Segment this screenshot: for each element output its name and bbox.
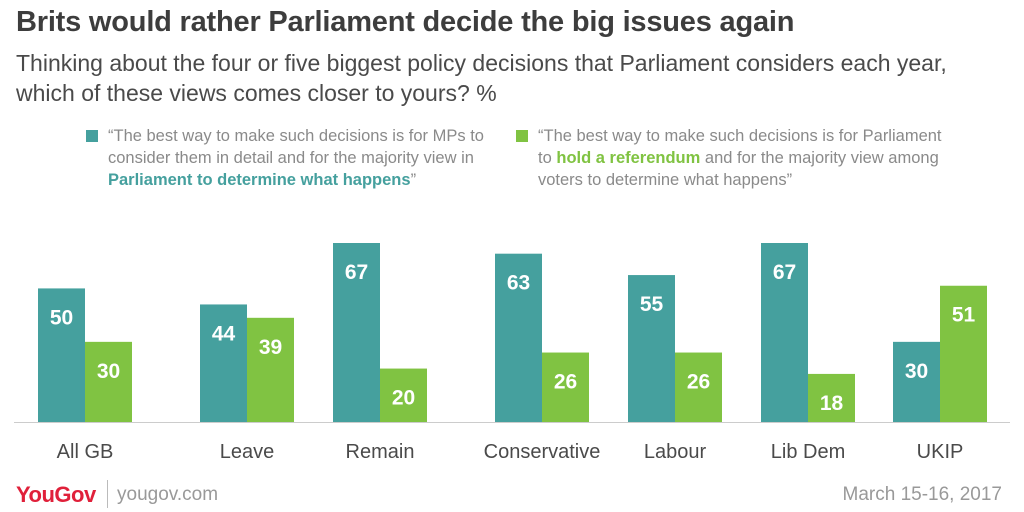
bar-remain-series-1 (333, 243, 380, 422)
category-label-all-gb: All GB (57, 441, 114, 463)
legend-swatch-referendum (516, 130, 528, 142)
category-labels-group: All GB Leave Remain Conservative Labour Lib D… (57, 441, 964, 463)
footer-site: yougov.com (117, 484, 219, 505)
data-label-all-gb-series-1: 50 (50, 306, 73, 329)
legend-text-parliament-after: ” (410, 171, 417, 189)
footer-separator (107, 480, 108, 508)
data-label-conservative-series-2: 26 (554, 371, 577, 394)
data-label-lib-dem-series-2: 18 (820, 392, 844, 415)
bar-ukip-series-2 (940, 285, 987, 422)
data-label-lib-dem-series-1: 67 (773, 261, 796, 284)
legend-highlight-referendum: hold a referendum (556, 149, 701, 167)
footer-date: March 15-16, 2017 (842, 484, 1003, 505)
category-label-conservative: Conservative (484, 441, 601, 463)
bar-lib-dem-series-2 (808, 373, 855, 422)
bar-conservative-series-2 (542, 352, 589, 422)
category-label-ukip: UKIP (917, 441, 964, 463)
brand-logo: YouGov (16, 482, 96, 507)
bar-labour-series-2 (675, 352, 722, 422)
legend-highlight-parliament: Parliament to determine what happens (108, 171, 411, 189)
chart-subtitle: Thinking about the four or five biggest … (16, 50, 947, 106)
data-label-all-gb-series-2: 30 (97, 360, 120, 383)
data-label-leave-series-2: 39 (259, 336, 282, 359)
legend-text-parliament-before: “The best way to make such decisions is … (108, 127, 484, 167)
bar-leave-series-2 (247, 317, 294, 422)
data-label-leave-series-1: 44 (212, 322, 236, 345)
data-label-ukip-series-1: 30 (905, 360, 928, 383)
bar-remain-series-2 (380, 368, 427, 422)
data-label-remain-series-2: 20 (392, 387, 415, 410)
legend-item-parliament: “The best way to make such decisions is … (86, 125, 528, 191)
bars-group: 50 30 44 39 67 20 63 26 55 26 67 18 30 51 (38, 243, 987, 422)
bar-all-gb-series-2 (85, 341, 132, 422)
data-label-ukip-series-2: 51 (952, 304, 976, 327)
bar-all-gb-series-1 (38, 288, 85, 422)
data-label-remain-series-1: 67 (345, 261, 368, 284)
legend-item-referendum: “The best way to make such decisions is … (516, 125, 958, 191)
chart-title: Brits would rather Parliament decide the… (16, 6, 795, 38)
legend-text-referendum-after: and for the majority view among voters t… (538, 149, 939, 189)
bar-lib-dem-series-1 (761, 243, 808, 422)
category-label-lib-dem: Lib Dem (771, 441, 845, 463)
legend-text-referendum-before: “The best way to make such decisions is … (538, 127, 942, 167)
legend-swatch-parliament (86, 130, 98, 142)
bar-labour-series-1 (628, 275, 675, 422)
data-label-labour-series-1: 55 (640, 293, 664, 316)
data-label-labour-series-2: 26 (687, 371, 710, 394)
category-label-leave: Leave (220, 441, 275, 463)
category-label-labour: Labour (644, 441, 707, 463)
data-label-conservative-series-1: 63 (507, 272, 530, 295)
bar-conservative-series-1 (495, 253, 542, 422)
bar-ukip-series-1 (893, 341, 940, 422)
category-label-remain: Remain (346, 441, 415, 463)
bar-leave-series-1 (200, 304, 247, 422)
